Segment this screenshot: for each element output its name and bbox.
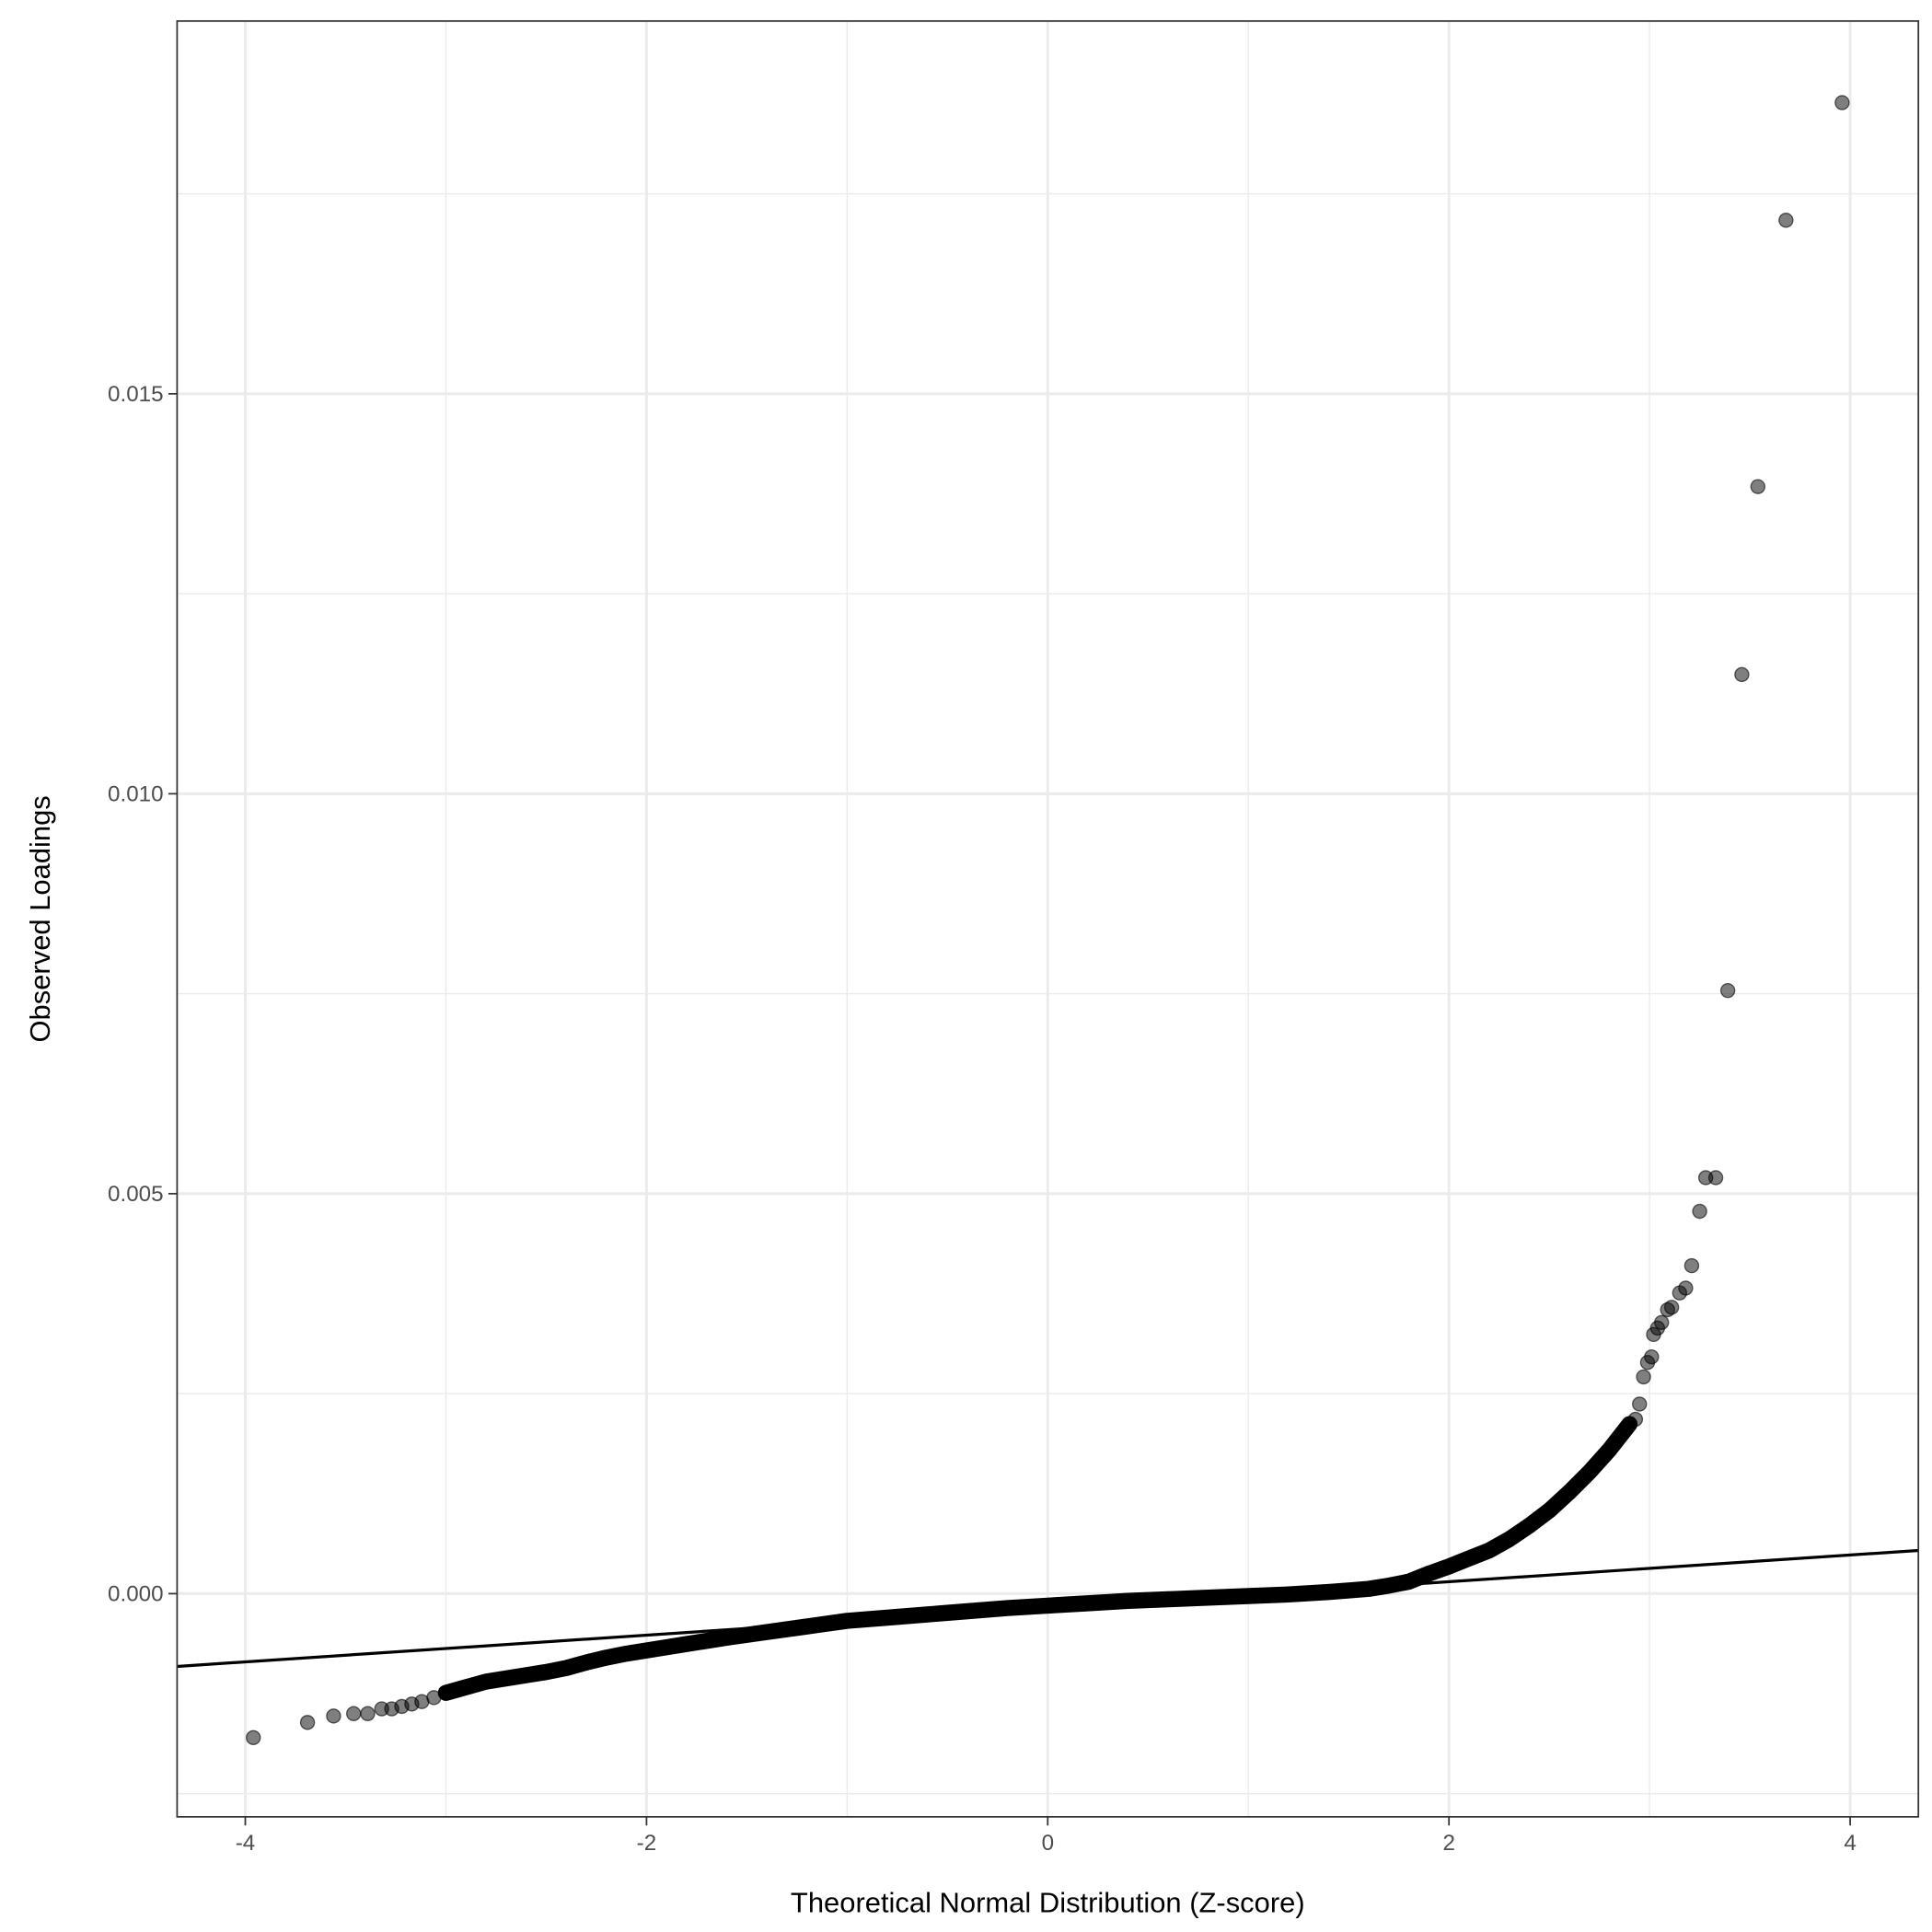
- data-point: [1461, 1550, 1477, 1567]
- data-point: [246, 1730, 261, 1746]
- data-point: [1719, 982, 1736, 999]
- x-tick-label: 0: [1042, 1831, 1054, 1856]
- data-point: [1636, 1369, 1651, 1385]
- data-point: [598, 1649, 615, 1666]
- data-point: [478, 1673, 494, 1690]
- data-point: [1602, 1441, 1617, 1458]
- data-point: [1692, 1203, 1707, 1220]
- data-point: [1612, 1429, 1627, 1445]
- data-point: [326, 1708, 341, 1724]
- data-point: [1200, 1590, 1216, 1605]
- data-point: [1501, 1532, 1517, 1547]
- data-point: [619, 1646, 634, 1661]
- x-tick-label: 2: [1442, 1831, 1454, 1856]
- data-point: [498, 1671, 515, 1686]
- y-tick-label: 0.005: [108, 1182, 164, 1207]
- data-point: [879, 1610, 896, 1625]
- data-point: [1000, 1600, 1015, 1616]
- data-point: [438, 1684, 454, 1701]
- data-point: [1632, 1396, 1648, 1412]
- data-point: [1734, 666, 1750, 683]
- data-point: [719, 1629, 735, 1646]
- data-point: [1481, 1543, 1497, 1558]
- data-point: [518, 1667, 534, 1683]
- data-point: [1707, 1170, 1724, 1186]
- y-axis: 0.000 0.005 0.010 0.015: [108, 382, 178, 1606]
- data-point: [458, 1679, 474, 1695]
- data-point: [1683, 1257, 1700, 1274]
- data-point: [839, 1613, 855, 1629]
- data-point: [639, 1642, 654, 1659]
- data-point: [959, 1603, 976, 1619]
- data-point: [1644, 1348, 1660, 1365]
- data-point: [345, 1706, 362, 1721]
- data-point: [1160, 1591, 1176, 1607]
- data-point: [1080, 1595, 1096, 1612]
- data-point: [1627, 1411, 1644, 1428]
- y-tick-label: 0.000: [108, 1581, 164, 1606]
- data-point: [559, 1660, 574, 1676]
- data-point: [1040, 1598, 1056, 1614]
- gridlines: [177, 20, 1919, 1817]
- data-point: [360, 1706, 376, 1721]
- y-tick-label: 0.015: [108, 382, 164, 407]
- data-point: [1241, 1588, 1256, 1604]
- data-point: [1678, 1280, 1694, 1296]
- x-axis: -4 -2 0 2 4: [236, 1816, 1857, 1856]
- y-tick-label: 0.010: [108, 781, 164, 806]
- data-point: [1521, 1518, 1537, 1533]
- data-point: [920, 1606, 935, 1623]
- data-point: [1561, 1484, 1578, 1500]
- data-point: [1421, 1566, 1437, 1581]
- data-point: [1778, 213, 1794, 228]
- data-point: [1654, 1314, 1670, 1331]
- data-point: [1280, 1587, 1297, 1602]
- x-tick-label: -2: [637, 1831, 657, 1856]
- x-tick-label: -4: [236, 1831, 256, 1856]
- data-point: [578, 1654, 595, 1671]
- data-point: [299, 1715, 316, 1730]
- y-axis-title: Observed Loadings: [24, 795, 56, 1042]
- data-point: [1440, 1558, 1457, 1575]
- data-point: [1381, 1578, 1397, 1593]
- data-point: [1321, 1584, 1336, 1600]
- data-point: [799, 1618, 815, 1635]
- data-point: [1120, 1593, 1136, 1609]
- data-point: [1663, 1300, 1680, 1315]
- x-tick-label: 4: [1844, 1831, 1856, 1856]
- data-point: [1360, 1580, 1377, 1597]
- data-points: [246, 95, 1850, 1746]
- data-point: [758, 1624, 775, 1640]
- data-point: [678, 1636, 695, 1652]
- data-point: [1341, 1582, 1357, 1599]
- data-point: [1750, 479, 1766, 494]
- data-point: [538, 1664, 554, 1680]
- x-axis-title: Theoretical Normal Distribution (Z-score…: [791, 1886, 1305, 1918]
- data-point: [1834, 95, 1850, 110]
- data-point: [1401, 1574, 1417, 1590]
- data-point: [1581, 1464, 1597, 1480]
- data-point: [1541, 1502, 1557, 1519]
